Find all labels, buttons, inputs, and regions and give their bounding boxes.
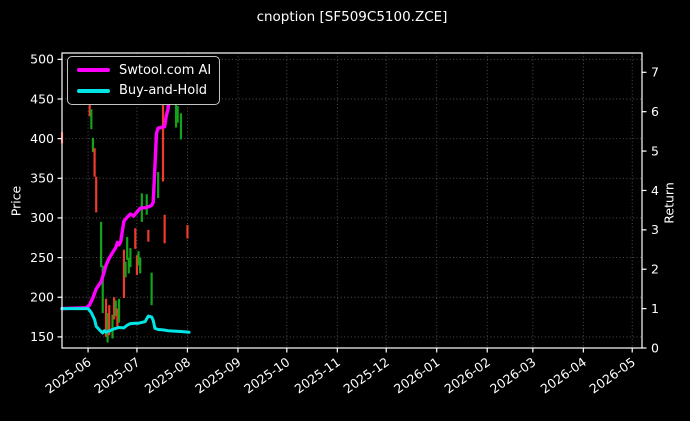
date-tick-label: 2025-07: [91, 354, 142, 396]
legend-label-ai: Swtool.com AI: [119, 62, 212, 78]
price-tick-label: 450: [30, 91, 54, 106]
return-axis-label: Return: [661, 182, 677, 224]
date-tick-label: 2026-03: [487, 354, 538, 396]
plot-border: [61, 52, 643, 349]
date-tick-label: 2026-02: [442, 354, 493, 396]
return-tick-label: 2: [651, 262, 659, 277]
price-tick-label: 300: [30, 210, 54, 225]
price-tick-label: 350: [30, 171, 54, 186]
buy-and-hold-line: [60, 307, 191, 335]
return-tick-label: 0: [651, 340, 659, 355]
date-tick-label: 2026-05: [587, 354, 638, 396]
price-tick-label: 400: [30, 131, 54, 146]
return-tick-label: 7: [651, 65, 659, 80]
price-tick-label: 200: [30, 290, 54, 305]
date-tick-label: 2026-04: [538, 354, 589, 396]
ai-return-line: [60, 68, 173, 311]
price-tick-label: 250: [30, 250, 54, 265]
date-tick-label: 2025-11: [292, 354, 343, 396]
date-tick-label: 2025-08: [142, 354, 193, 396]
date-tick-label: 2025-10: [241, 354, 292, 396]
legend-label-buy-and-hold: Buy-and-Hold: [119, 83, 208, 99]
price-axis-label: Price: [8, 185, 24, 217]
legend: Swtool.com AI Buy-and-Hold: [67, 56, 220, 105]
return-tick-label: 4: [651, 183, 659, 198]
return-tick-label: 5: [651, 143, 659, 158]
date-tick-label: 2025-12: [341, 354, 392, 396]
return-tick-label: 1: [651, 301, 659, 316]
legend-entry-ai: Swtool.com AI: [68, 63, 219, 78]
price-tick-label: 500: [30, 52, 54, 67]
price-tick-label: 150: [30, 329, 54, 344]
return-tick-label: 3: [651, 222, 659, 237]
date-tick-label: 2025-09: [192, 354, 243, 396]
ai-line-swatch-icon: [77, 68, 110, 73]
chart-title: cnoption [SF509C5100.ZCE]: [256, 9, 448, 25]
legend-entry-buy-and-hold: Buy-and-Hold: [68, 83, 219, 98]
buy-and-hold-line-swatch-icon: [77, 88, 110, 93]
date-tick-label: 2026-01: [391, 354, 442, 396]
date-tick-label: 2025-06: [42, 354, 93, 396]
return-tick-label: 6: [651, 104, 659, 119]
